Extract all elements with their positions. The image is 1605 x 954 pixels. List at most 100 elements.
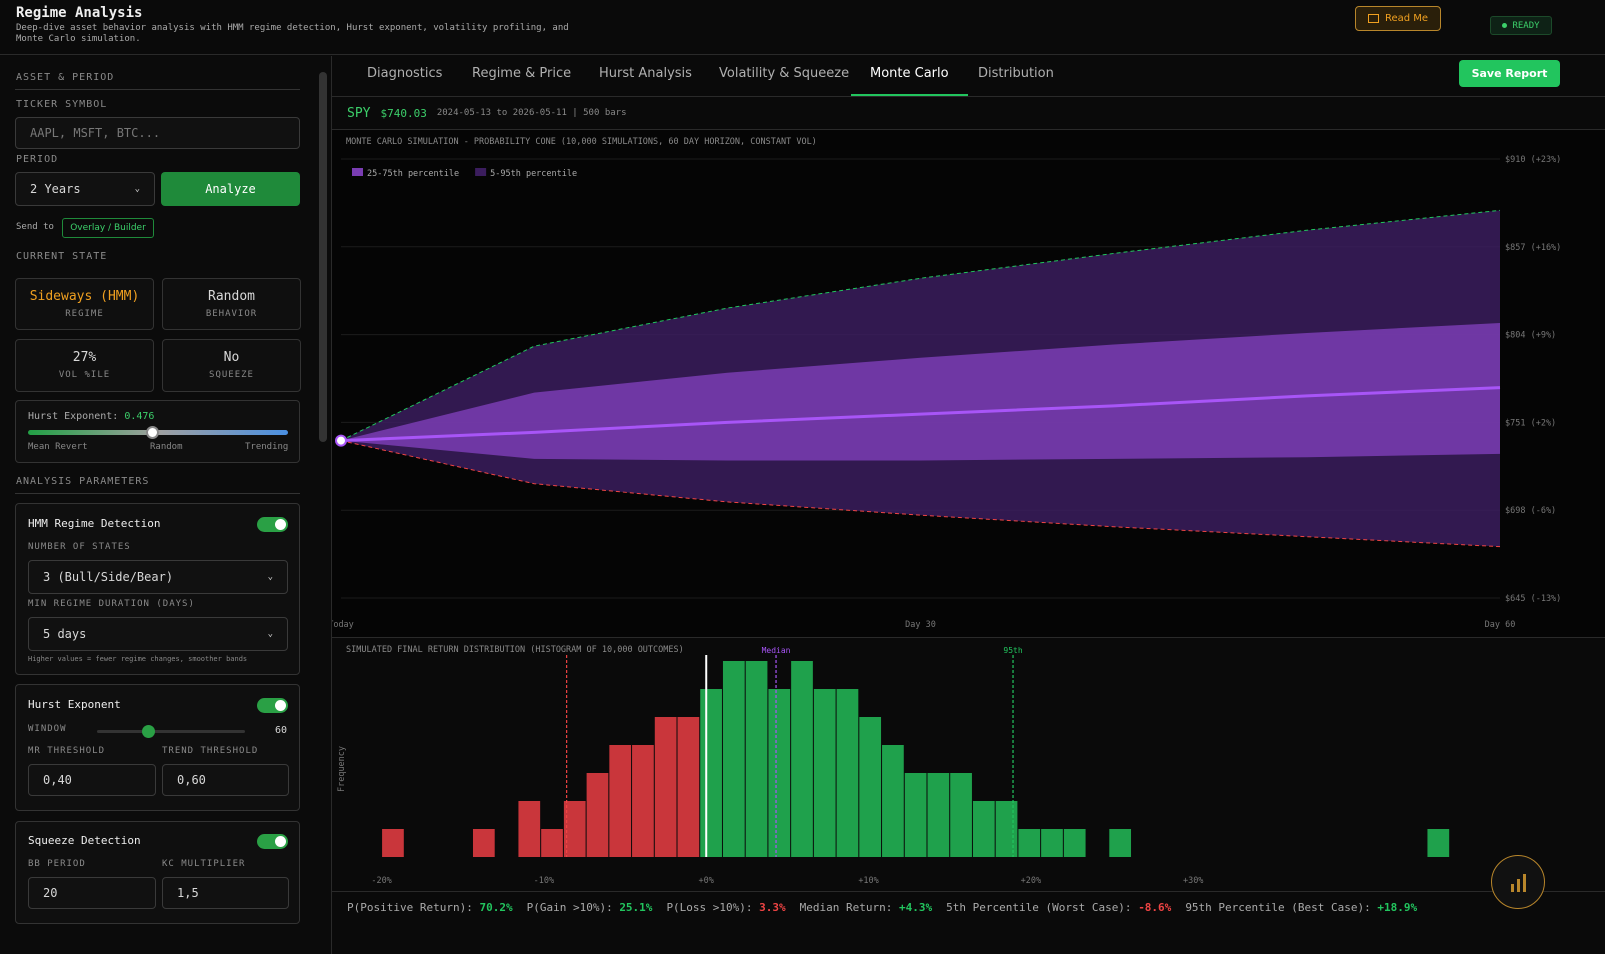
x-tick-label: +0%	[699, 876, 714, 886]
x-tick-label: Day 30	[905, 620, 936, 630]
section-title: ASSET & PERIOD	[16, 72, 115, 83]
toggle[interactable]	[257, 834, 288, 849]
hint: Higher values = fewer regime changes, sm…	[28, 655, 248, 663]
tab[interactable]: Volatility & Squeeze	[719, 66, 850, 81]
floating-chart-button[interactable]	[1491, 855, 1545, 909]
legend-label: 25-75th percentile	[367, 169, 459, 179]
gauge-knob	[146, 426, 159, 439]
stat-label: P(Gain >10%):	[526, 901, 613, 914]
input-value: 20	[43, 886, 58, 900]
divider	[15, 89, 300, 90]
reference-label: Median	[762, 646, 791, 655]
state-label: VOL %ILE	[58, 370, 111, 380]
x-tick-label: -10%	[534, 876, 554, 886]
stat: Median Return: +4.3%	[800, 901, 932, 914]
stat: P(Positive Return): 70.2%	[347, 901, 513, 914]
scale-label: Random	[150, 442, 183, 452]
toggle[interactable]	[257, 517, 288, 532]
stat: P(Gain >10%): 25.1%	[527, 901, 653, 914]
info-bar: SPY $740.03 2024-05-13 to 2026-05-11 | 5…	[332, 97, 1605, 130]
stat-value: 3.3%	[759, 901, 786, 914]
x-tick-label: +10%	[858, 876, 878, 886]
overlay-button[interactable]: Overlay / Builder	[62, 218, 154, 238]
stat: 5th Percentile (Worst Case): -8.6%	[946, 901, 1171, 914]
state-value: Sideways (HMM)	[29, 289, 140, 304]
range: 2024-05-13 to 2026-05-11 | 500 bars	[436, 108, 627, 118]
header: Regime Analysis Deep-dive asset behavior…	[0, 0, 1605, 55]
histogram-bar	[745, 661, 768, 857]
slider-track[interactable]	[97, 730, 245, 733]
kc-input[interactable]: 1,5	[162, 877, 289, 909]
scale-label: Trending	[245, 442, 289, 452]
histogram-bar	[927, 773, 950, 857]
hurst-gauge: Hurst Exponent: 0.476 Mean Revert Random…	[15, 400, 300, 463]
state-card: No SQUEEZE	[162, 339, 301, 392]
divider	[15, 493, 300, 494]
duration-select[interactable]: 5 days ⌄	[28, 617, 288, 651]
hurst-value: 0.476	[124, 411, 155, 422]
histogram-bar	[836, 689, 859, 857]
tab[interactable]: Regime & Price	[472, 66, 572, 81]
histogram-bar	[768, 689, 791, 857]
histogram-bar	[972, 801, 995, 857]
panel-title: Hurst Exponent	[28, 698, 121, 711]
tab[interactable]: Hurst Analysis	[599, 66, 692, 81]
period-select[interactable]: 2 Years ⌄	[15, 172, 155, 206]
slider-knob[interactable]	[142, 725, 155, 738]
bb-input[interactable]: 20	[28, 877, 156, 909]
read-me-button[interactable]: Read Me	[1355, 6, 1441, 31]
field-label: MIN REGIME DURATION (DAYS)	[28, 599, 195, 609]
stat-label: 5th Percentile (Worst Case):	[946, 901, 1132, 914]
x-tick-label: Day 60	[1485, 620, 1516, 630]
state-card: 27% VOL %ILE	[15, 339, 154, 392]
ticker: SPY	[347, 105, 371, 121]
state-card: Random BEHAVIOR	[162, 278, 301, 330]
ticker-input[interactable]: AAPL, MSFT, BTC...	[15, 117, 300, 149]
tab[interactable]: Diagnostics	[367, 66, 443, 81]
median-line	[340, 386, 1501, 443]
trend-input[interactable]: 0,60	[162, 764, 289, 796]
legend-swatch	[352, 168, 363, 176]
histogram-bar	[882, 745, 904, 857]
mr-input[interactable]: 0,40	[28, 764, 156, 796]
stat-value: 25.1%	[619, 901, 653, 914]
tab[interactable]: Distribution	[978, 66, 1054, 81]
histogram-bar	[1063, 829, 1086, 857]
field-label: TREND THRESHOLD	[162, 746, 259, 756]
stat-value: -8.6%	[1138, 901, 1172, 914]
analyze-button[interactable]: Analyze	[161, 172, 300, 206]
histogram-bar	[586, 773, 609, 857]
histogram-bar	[1109, 829, 1132, 857]
start-point	[335, 434, 347, 447]
histogram-bar	[859, 717, 882, 857]
chart-title: SIMULATED FINAL RETURN DISTRIBUTION (HIS…	[346, 645, 684, 655]
scrollbar[interactable]	[319, 72, 327, 442]
tab[interactable]: Monte Carlo	[870, 66, 949, 81]
state-value: No	[223, 350, 240, 365]
y-tick-label: $857 (+16%)	[1505, 243, 1561, 253]
select-value: 2 Years	[30, 182, 81, 196]
histogram-bar	[791, 661, 813, 857]
field-label: BB PERIOD	[28, 859, 86, 869]
histogram-bar	[950, 773, 972, 857]
save-report-button[interactable]: Save Report	[1459, 60, 1560, 87]
select-value: 3 (Bull/Side/Bear)	[43, 570, 174, 584]
stat-value: +4.3%	[899, 901, 933, 914]
histogram-bar	[700, 689, 722, 857]
histogram-bar	[1427, 829, 1450, 857]
field-label: TICKER SYMBOL	[16, 99, 108, 110]
legend-swatch	[475, 168, 487, 176]
stat-value: 70.2%	[479, 901, 513, 914]
histogram-bar	[472, 829, 495, 857]
stat: P(Loss >10%): 3.3%	[666, 901, 785, 914]
toggle[interactable]	[257, 698, 288, 713]
states-select[interactable]: 3 (Bull/Side/Bear) ⌄	[28, 560, 288, 594]
stat-label: 95th Percentile (Best Case):	[1185, 901, 1371, 914]
x-tick-label: Today	[332, 620, 354, 630]
y-tick-label: $645 (-13%)	[1505, 594, 1561, 604]
y-tick-label: $910 (+23%)	[1505, 155, 1561, 165]
state-label: REGIME	[65, 309, 104, 319]
state-label: BEHAVIOR	[205, 309, 258, 319]
section-title: CURRENT STATE	[16, 251, 108, 262]
input-value: 0,60	[177, 773, 206, 787]
